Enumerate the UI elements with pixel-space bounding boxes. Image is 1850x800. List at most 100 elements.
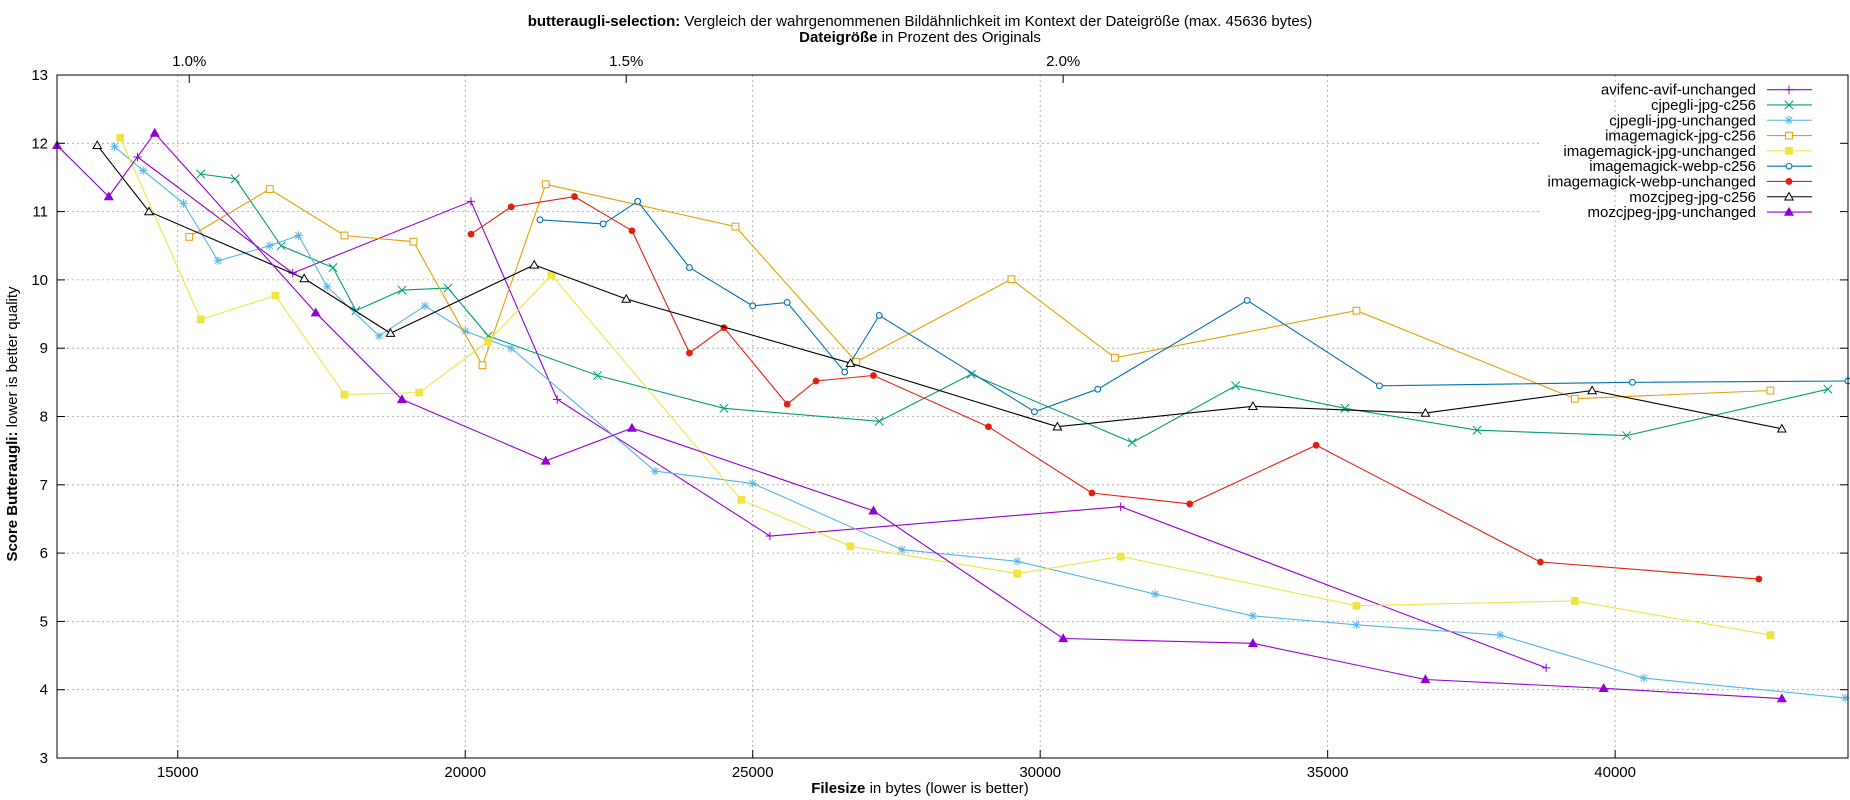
series-imagemagick-jpg-c256 — [185, 180, 1775, 403]
data-point — [1570, 394, 1579, 403]
data-point — [1587, 385, 1598, 395]
y-tick-label: 10 — [31, 272, 48, 289]
data-point — [1755, 575, 1763, 583]
data-point — [626, 422, 638, 432]
legend-entry: avifenc-avif-unchanged — [1601, 82, 1812, 99]
data-point — [374, 331, 384, 341]
data-point — [328, 263, 338, 273]
data-point — [1088, 489, 1096, 497]
data-point — [650, 466, 660, 476]
data-point — [1784, 116, 1794, 125]
top-axis-label: Dateigröße in Prozent des Originals — [799, 29, 1041, 46]
data-point — [621, 293, 632, 303]
data-point — [1783, 206, 1795, 216]
data-point — [230, 174, 240, 184]
data-point — [1052, 421, 1063, 431]
data-point — [196, 315, 205, 324]
data-point — [139, 166, 148, 175]
data-point — [541, 180, 550, 189]
data-point — [143, 206, 155, 216]
data-point — [484, 337, 493, 346]
data-point — [536, 216, 544, 224]
legend: avifenc-avif-unchangedcjpegli-jpg-c256cj… — [1548, 82, 1812, 221]
data-point — [103, 191, 114, 201]
y-tick-label: 5 — [40, 613, 48, 630]
data-point — [1785, 162, 1793, 170]
data-point — [749, 302, 757, 310]
series-line — [539, 200, 1849, 413]
series-group — [51, 127, 1850, 703]
data-point — [1186, 500, 1194, 508]
legend-entry: cjpegli-jpg-c256 — [1651, 97, 1812, 114]
legend-label: imagemagick-webp-unchanged — [1548, 173, 1756, 190]
data-point — [396, 394, 408, 404]
data-point — [1231, 381, 1241, 391]
top-tick-label: 1.0% — [172, 53, 206, 70]
data-point — [1776, 423, 1787, 433]
data-point — [1352, 601, 1361, 610]
data-point — [553, 395, 562, 404]
series-imagemagick-webp-c256 — [536, 197, 1850, 416]
y-axis-label-bold: Score Butteraugli: — [4, 432, 21, 562]
data-point — [299, 273, 310, 283]
data-point — [1472, 425, 1482, 435]
data-point — [110, 142, 119, 151]
legend-entry: mozcjpeg-jpg-unchanged — [1588, 204, 1812, 221]
data-point — [686, 264, 693, 272]
data-point — [466, 197, 476, 206]
legend-label: cjpegli-jpg-c256 — [1651, 97, 1756, 114]
data-point — [310, 307, 321, 317]
series-line — [96, 144, 1783, 430]
data-point — [1111, 353, 1119, 362]
series-cjpegli-jpg-c256 — [196, 169, 1833, 448]
x-tick-label: 20000 — [444, 764, 486, 781]
data-point — [1776, 693, 1787, 703]
legend-label: imagemagick-jpg-c256 — [1605, 128, 1756, 145]
data-point — [409, 237, 418, 246]
data-point — [1150, 589, 1160, 599]
data-point — [845, 358, 856, 367]
data-point — [185, 232, 194, 241]
y-axis-label: Score Butteraugli: lower is better quali… — [4, 286, 21, 562]
y-tick-label: 9 — [40, 340, 48, 357]
data-point — [1312, 441, 1320, 449]
data-point — [213, 256, 223, 265]
data-point — [1766, 631, 1775, 639]
data-point — [1094, 385, 1102, 393]
x-tick-label: 15000 — [157, 764, 199, 781]
data-point — [1784, 85, 1794, 94]
data-point — [985, 423, 992, 431]
data-point — [846, 542, 855, 551]
data-point — [1628, 378, 1636, 386]
data-point — [340, 390, 349, 399]
data-point — [592, 370, 603, 381]
data-point — [385, 327, 396, 337]
series-line — [188, 183, 1771, 400]
x-tick-label: 30000 — [1019, 764, 1061, 781]
data-point — [1639, 673, 1649, 683]
data-point — [737, 495, 746, 504]
data-point — [265, 185, 274, 193]
legend-label: mozcjpeg-jpg-c256 — [1629, 189, 1756, 206]
y-tick-label: 13 — [31, 67, 48, 84]
data-point — [507, 344, 516, 353]
legend-label: imagemagick-webp-c256 — [1589, 158, 1756, 175]
top-axis-label-bold: Dateigröße — [799, 29, 877, 46]
legend-entry: imagemagick-webp-unchanged — [1548, 173, 1812, 190]
data-point — [1013, 569, 1022, 578]
data-point — [1247, 401, 1258, 410]
data-point — [196, 169, 206, 179]
top-tick-label: 1.5% — [609, 53, 643, 70]
x-tick-label: 35000 — [1307, 764, 1349, 781]
y-tick-label: 8 — [40, 409, 48, 426]
grid-lines — [57, 75, 1848, 758]
x-tick-label: 40000 — [1594, 764, 1636, 781]
data-point — [1340, 403, 1350, 413]
data-point — [1007, 275, 1016, 284]
data-point — [1570, 597, 1579, 605]
data-point — [628, 227, 636, 235]
data-point — [1536, 558, 1544, 566]
data-point — [294, 231, 303, 240]
data-point — [467, 230, 475, 238]
